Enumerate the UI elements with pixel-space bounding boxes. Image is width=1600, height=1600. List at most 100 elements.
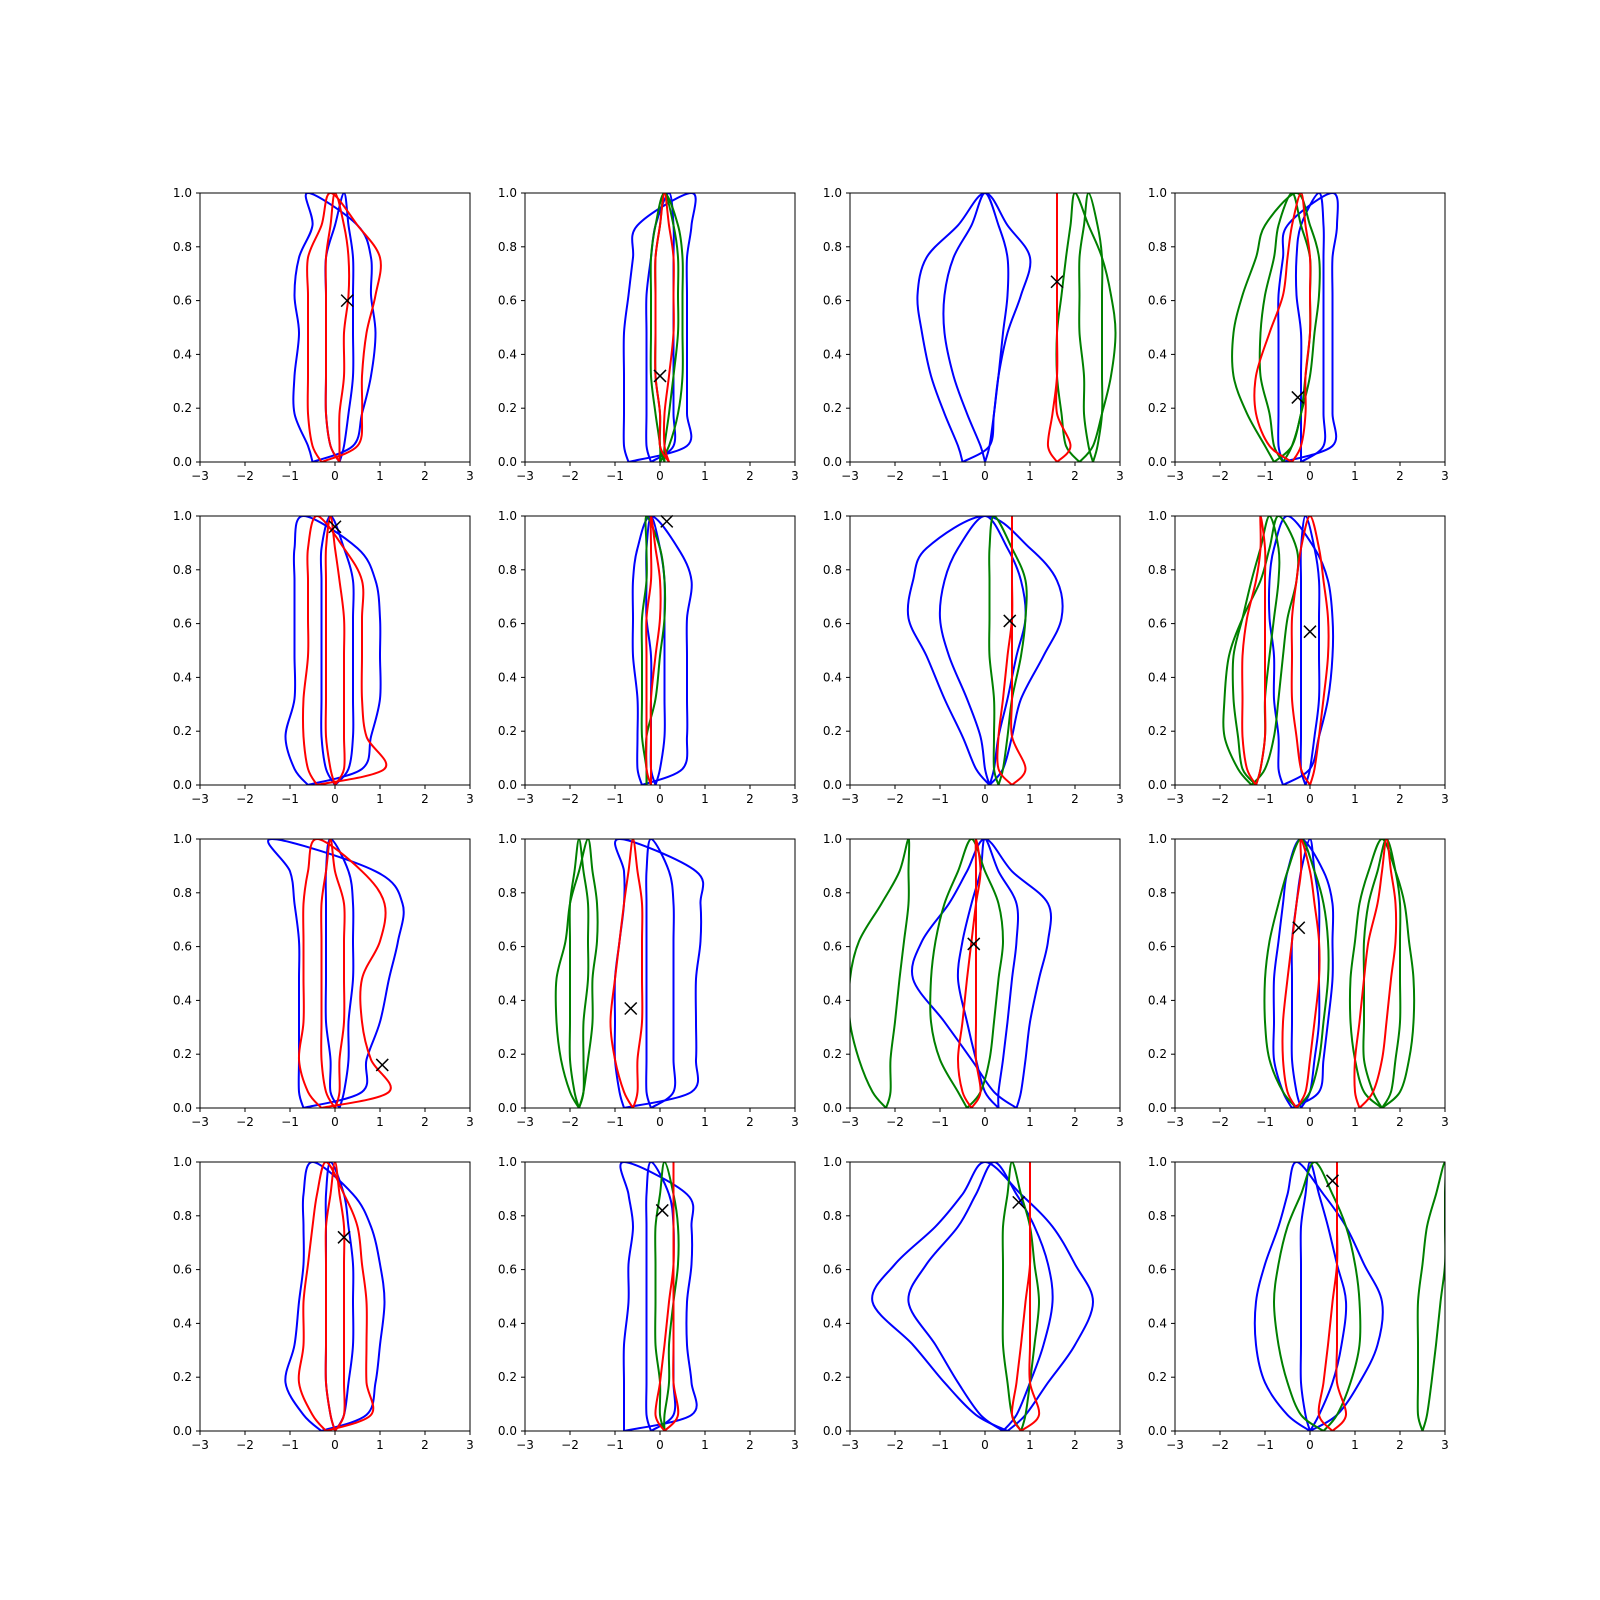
red-contour	[320, 839, 346, 1108]
x-tick-label: −3	[1166, 1115, 1184, 1129]
x-tick-label: −3	[191, 469, 209, 483]
y-tick-label: 0.6	[173, 940, 192, 954]
marker-x	[624, 1001, 638, 1016]
marker-x	[1303, 625, 1317, 639]
blue-contour	[1290, 839, 1321, 1108]
x-tick-label: 2	[746, 1115, 754, 1129]
green-contour	[568, 839, 590, 1108]
x-tick-label: −2	[1211, 469, 1229, 483]
contour-group	[871, 1162, 1094, 1431]
green-contour	[1078, 193, 1104, 462]
x-tick-label: 2	[746, 792, 754, 806]
y-tick-label: 0.4	[823, 347, 842, 361]
x-tick-label: 1	[1026, 1115, 1034, 1129]
x-tick-label: 0	[981, 1115, 989, 1129]
blue-contour	[1253, 1162, 1384, 1431]
y-tick-label: 0.8	[173, 563, 192, 577]
y-tick-label: 0.8	[173, 886, 192, 900]
x-tick-label: 1	[1351, 1115, 1359, 1129]
x-tick-label: −2	[236, 792, 254, 806]
x-tick-label: 0	[331, 469, 339, 483]
blue-contour	[956, 839, 1020, 1108]
panel-2-3: −3 −2 −1 0 1 2 3 0.0 0.2 0.4 0.6 0.8 1.0	[823, 509, 1124, 806]
blue-contour	[911, 839, 1053, 1108]
x-tick-label: 1	[701, 1438, 709, 1452]
y-tick-label: 0.6	[173, 294, 192, 308]
x-tick-label: 0	[1306, 792, 1314, 806]
x-tick-label: −1	[931, 1438, 949, 1452]
red-contour	[324, 516, 346, 785]
x-tick-label: −1	[606, 1115, 624, 1129]
blue-contour	[1299, 516, 1321, 785]
y-tick-label: 0.6	[1148, 940, 1167, 954]
x-tick-label: 1	[1026, 469, 1034, 483]
y-tick-label: 0.4	[498, 670, 517, 684]
x-tick-label: 0	[331, 1115, 339, 1129]
blue-contour	[942, 193, 1010, 462]
y-tick-label: 0.8	[1148, 1209, 1167, 1223]
axes-frame	[199, 1161, 471, 1432]
x-tick-label: −3	[191, 1438, 209, 1452]
x-tick-label: 2	[1396, 1115, 1404, 1129]
y-tick-label: 0.8	[1148, 563, 1167, 577]
x-tick-label: −3	[516, 792, 534, 806]
x-tick-label: −2	[886, 792, 904, 806]
blue-contour	[1272, 839, 1335, 1108]
y-tick-label: 1.0	[173, 1155, 192, 1169]
y-tick-label: 0.6	[823, 1263, 842, 1277]
y-tick-label: 0.2	[1148, 401, 1167, 415]
x-tick-label: −3	[191, 1115, 209, 1129]
x-tick-label: 3	[791, 1115, 799, 1129]
marker-x	[967, 937, 981, 951]
blue-contour	[938, 516, 1027, 785]
panel-4-4: −3 −2 −1 0 1 2 3 0.0 0.2 0.4 0.6 0.8 1.0	[1148, 1155, 1449, 1452]
contour-group	[1253, 1162, 1445, 1431]
x-tick-label: −3	[841, 1438, 859, 1452]
y-tick-label: 0.6	[1148, 617, 1167, 631]
y-tick-label: 1.0	[1148, 1155, 1167, 1169]
panel-1-2: −3 −2 −1 0 1 2 3 0.0 0.2 0.4 0.6 0.8 1.0	[498, 186, 799, 483]
blue-contour	[906, 516, 1064, 785]
blue-contour	[916, 193, 1032, 462]
x-tick-label: 3	[466, 1115, 474, 1129]
y-tick-label: 1.0	[1148, 186, 1167, 200]
marker-x	[1291, 390, 1305, 404]
panel-1-1: −3 −2 −1 0 1 2 3 0.0 0.2 0.4 0.6 0.8 1.0	[173, 186, 474, 483]
x-tick-label: 2	[421, 792, 429, 806]
x-tick-label: 1	[1026, 1438, 1034, 1452]
y-tick-label: 0.0	[1148, 1101, 1167, 1115]
red-contour	[1253, 193, 1312, 462]
axes-frame	[199, 838, 471, 1109]
y-tick-label: 0.6	[1148, 1263, 1167, 1277]
x-tick-label: −1	[281, 469, 299, 483]
x-tick-label: −2	[236, 1115, 254, 1129]
contour-group	[284, 1162, 386, 1431]
contour-group	[1222, 516, 1335, 785]
x-tick-label: −3	[516, 1115, 534, 1129]
y-tick-label: 0.4	[498, 347, 517, 361]
x-tick-label: −2	[561, 1438, 579, 1452]
x-tick-label: −3	[516, 1438, 534, 1452]
x-tick-label: −3	[191, 792, 209, 806]
x-tick-label: −1	[606, 469, 624, 483]
y-tick-label: 0.0	[1148, 1424, 1167, 1438]
green-contour	[850, 839, 911, 1108]
blue-contour	[907, 1162, 1054, 1431]
axes-frame	[1174, 1161, 1446, 1432]
contour-group	[631, 516, 693, 785]
marker-x	[340, 294, 354, 308]
contour-group	[292, 193, 382, 462]
green-contour	[640, 516, 667, 785]
x-tick-label: 2	[1071, 1115, 1079, 1129]
x-tick-label: −1	[1256, 1115, 1274, 1129]
x-tick-label: 2	[1396, 469, 1404, 483]
x-tick-label: −2	[561, 792, 579, 806]
x-tick-label: 0	[331, 1438, 339, 1452]
x-tick-label: −2	[1211, 1438, 1229, 1452]
y-tick-label: 0.8	[823, 886, 842, 900]
y-tick-label: 0.4	[823, 1316, 842, 1330]
contour-group	[1263, 839, 1416, 1108]
x-tick-label: −2	[236, 469, 254, 483]
red-contour	[654, 193, 675, 462]
x-tick-label: −2	[886, 469, 904, 483]
